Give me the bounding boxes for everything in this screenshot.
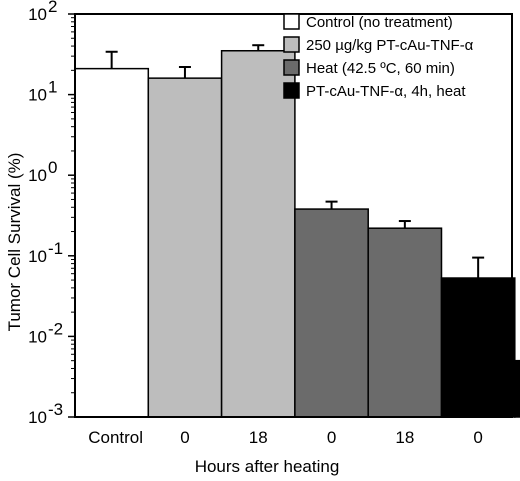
bar-6 (514, 359, 520, 418)
y-tick-base-0: 10 (28, 5, 47, 24)
y-tick-exp-5: -3 (48, 400, 63, 419)
legend-label-2: Heat (42.5 ºC, 60 min) (306, 60, 455, 77)
y-tick-exp-2: 0 (48, 158, 57, 177)
x-tick-label-1: 0 (180, 428, 189, 447)
bar-2 (220, 49, 296, 418)
y-tick-exp-3: -1 (48, 239, 63, 258)
y-tick-label-4: 10 (28, 327, 47, 346)
y-tick-label-2: 10 (28, 166, 47, 185)
bar-0 (74, 67, 150, 418)
x-tick-label-4: 18 (395, 428, 414, 447)
x-axis-label: Hours after heating (195, 457, 340, 476)
legend: Control (no treatment) 250 µg/kg PT-cAu-T… (283, 13, 474, 100)
bar-4 (367, 227, 443, 418)
legend-label-3: PT-cAu-TNF-α, 4h, heat (306, 83, 466, 100)
error-bars-layer (105, 44, 485, 279)
y-tick-base-2: 10 (28, 166, 47, 185)
x-tick-label-0: Control (88, 428, 143, 447)
y-tick-base-4: 10 (28, 327, 47, 346)
bar-3 (294, 208, 369, 418)
y-tick-exp-1: 1 (48, 78, 57, 97)
y-tick-base-3: 10 (28, 247, 47, 266)
y-tick-base-5: 10 (28, 408, 47, 427)
y-tick-exp-0: 2 (48, 0, 57, 16)
x-tick-label-2: 18 (249, 428, 268, 447)
legend-label-1: 250 µg/kg PT-cAu-TNF-α (306, 37, 474, 54)
y-tick-exp-4: -2 (48, 319, 63, 338)
bar-1 (147, 77, 223, 418)
legend-label-0: Control (no treatment) (306, 14, 453, 31)
x-tick-label-3: 0 (327, 428, 336, 447)
y-tick-label-5: 10 (28, 408, 47, 427)
y-tick-base-1: 10 (28, 86, 47, 105)
legend-swatch-3 (283, 82, 300, 99)
y-tick-label-1: 10 (28, 86, 47, 105)
bars-layer (74, 49, 520, 418)
x-tick-label-5: 0 (473, 428, 482, 447)
legend-swatch-1 (283, 36, 300, 53)
bar-5 (440, 277, 516, 418)
legend-swatch-0 (283, 13, 300, 30)
x-axis: Control018018018 (88, 428, 483, 447)
y-tick-label-0: 10 (28, 5, 47, 24)
y-tick-label-3: 10 (28, 247, 47, 266)
y-axis-label: Tumor Cell Survival (%) (5, 153, 24, 332)
legend-swatch-2 (283, 59, 300, 76)
